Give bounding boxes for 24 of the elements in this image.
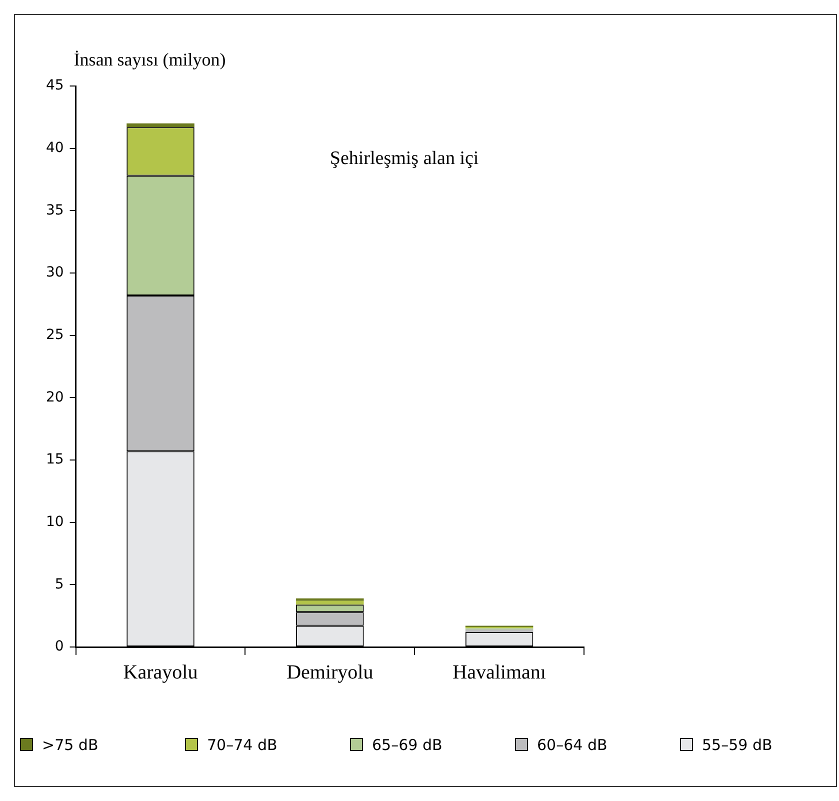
x-tick-label: Havalimanı [452, 661, 546, 684]
y-tick-label: 45 [46, 78, 64, 94]
y-axis-title: İnsan sayısı (milyon) [74, 50, 226, 70]
legend-label: >75 dB [42, 736, 98, 754]
x-tick-label: Karayolu [123, 661, 198, 684]
y-tick-label: 20 [46, 389, 64, 406]
bar [126, 123, 194, 128]
legend-label: 60–64 dB [537, 736, 608, 754]
bar [465, 630, 534, 632]
y-tick-label: 25 [46, 326, 64, 343]
y-tick-label: 40 [46, 140, 64, 156]
legend-label: 70–74 dB [207, 736, 278, 754]
bar [296, 598, 364, 601]
x-tick-label: Demiryolu [286, 661, 374, 684]
y-tick-label: 30 [46, 264, 64, 281]
y-tick-label: 10 [46, 514, 64, 530]
y-tick-label: 35 [46, 202, 64, 218]
legend-label: 65–69 dB [372, 736, 442, 754]
y-tick-label: 5 [54, 576, 64, 592]
legend-label: 55–59 dB [702, 736, 772, 754]
annotation: Şehirleşmiş alan içi [330, 148, 479, 169]
y-tick-label: 15 [46, 452, 64, 468]
bar [296, 600, 364, 605]
y-tick-label: 0 [54, 638, 64, 655]
